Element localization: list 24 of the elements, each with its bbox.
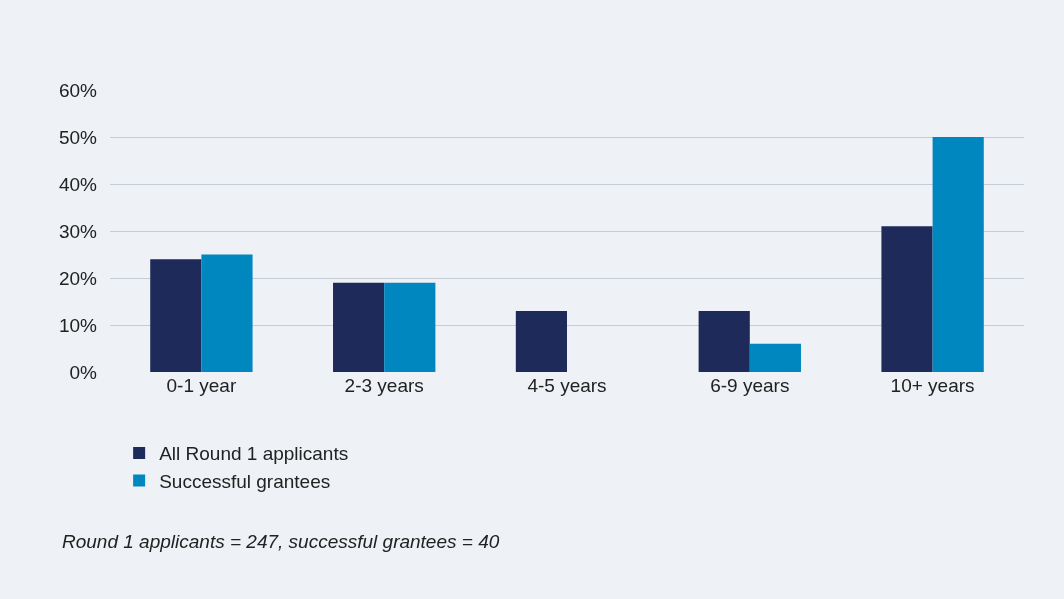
bar xyxy=(201,254,253,372)
bar xyxy=(881,226,933,372)
x-tick-label: 0-1 year xyxy=(166,375,237,396)
x-tick-label: 4-5 years xyxy=(527,375,607,396)
y-tick-label: 60% xyxy=(58,79,98,101)
text: Round 1 applicants = 247, successful grantees = 40 xyxy=(62,531,500,552)
bar xyxy=(515,310,567,372)
legend-label: All Round 1 applicants xyxy=(159,443,349,465)
bar xyxy=(932,137,984,372)
x-tick-label: 2-3 years xyxy=(344,375,424,396)
bar xyxy=(333,282,385,372)
bar xyxy=(384,282,436,372)
y-tick-label: 50% xyxy=(58,126,98,148)
y-tick-label: 30% xyxy=(58,220,98,242)
bar xyxy=(698,310,750,372)
x-tick-label: 6-9 years xyxy=(710,375,790,396)
y-tick-label: 0% xyxy=(69,361,98,383)
y-tick-label: 20% xyxy=(58,267,98,289)
x-tick-label: 10+ years xyxy=(890,375,975,396)
legend-label: Successful grantees xyxy=(159,471,331,492)
y-tick-label: 10% xyxy=(58,314,98,336)
bar xyxy=(150,259,202,372)
bar xyxy=(749,343,801,372)
y-tick-label: 40% xyxy=(58,173,98,195)
